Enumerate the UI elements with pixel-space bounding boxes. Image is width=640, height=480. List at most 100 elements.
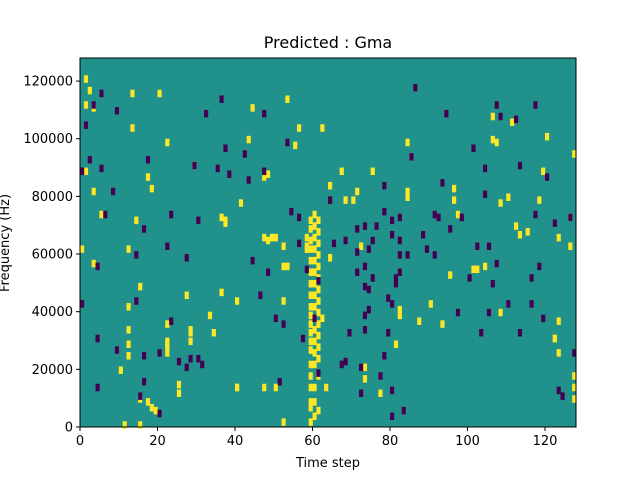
heatmap-cell-high	[498, 308, 503, 317]
heatmap-cell-low	[281, 320, 286, 328]
heatmap-cell-high	[138, 421, 143, 429]
heatmap-cell-low	[285, 138, 290, 147]
heatmap-cell-high	[316, 216, 321, 225]
heatmap-cell-low	[169, 210, 174, 219]
heatmap-cell-low	[432, 210, 437, 219]
heatmap-cell-high	[145, 173, 151, 181]
heatmap-cell-high	[490, 112, 495, 121]
y-axis: 0 20000 40000 60000 80000 100000 120000	[23, 75, 80, 436]
heatmap-cell-low	[386, 294, 391, 302]
heatmap-cell-low	[393, 279, 399, 288]
heatmap-cell-low	[486, 242, 492, 250]
heatmap-cell-high	[448, 271, 453, 279]
heatmap-cell-high	[308, 256, 313, 265]
heatmap-cell-low	[184, 254, 189, 262]
heatmap-cell-high	[312, 222, 317, 230]
heatmap-cell-high	[343, 196, 348, 204]
x-axis-label: Time step	[295, 456, 360, 471]
heatmap-cell-low	[165, 242, 170, 250]
heatmap-cell-low	[114, 346, 120, 354]
heatmap-cell-low	[382, 207, 387, 216]
heatmap-cell-low	[401, 406, 406, 415]
heatmap-cell-low	[204, 109, 209, 118]
heatmap-cell-high	[308, 268, 313, 276]
heatmap-cell-low	[455, 308, 461, 317]
heatmap-cell-low	[471, 144, 476, 152]
heatmap-cell-low	[134, 251, 139, 259]
heatmap-cell-low	[552, 219, 557, 227]
heatmap-cell-high	[250, 104, 255, 112]
heatmap-cell-low	[297, 239, 302, 248]
heatmap-cell-high	[308, 398, 313, 406]
heatmap-cell-low	[506, 300, 511, 308]
heatmap-cell-low	[343, 236, 348, 245]
heatmap-cell-high	[80, 245, 85, 253]
heatmap-cell-high	[490, 135, 495, 144]
heatmap-cell-high	[397, 311, 402, 320]
heatmap-cell-low	[87, 156, 92, 164]
heatmap-cell-high	[238, 199, 244, 207]
heatmap-cell-high	[211, 328, 216, 337]
heatmap-cell-low	[572, 349, 577, 357]
heatmap-cell-low	[196, 354, 201, 363]
heatmap-cell-high	[405, 138, 410, 147]
heatmap-cell-low	[514, 115, 519, 124]
heatmap-cell-high	[545, 132, 550, 141]
heatmap-cell-low	[246, 176, 251, 184]
heatmap-cell-high	[262, 173, 267, 181]
x-tick-label: 80	[382, 434, 399, 449]
heatmap-cell-high	[138, 282, 143, 291]
heatmap-cell-high	[281, 262, 286, 271]
heatmap-cell-low	[95, 383, 100, 392]
heatmap-cell-low	[316, 277, 321, 285]
heatmap-cell-high	[308, 225, 313, 233]
heatmap-cell-high	[556, 317, 561, 325]
heatmap-cell-high	[273, 383, 278, 392]
heatmap-cell-low	[498, 112, 503, 121]
heatmap-cell-low	[390, 216, 395, 225]
heatmap-cell-low	[91, 101, 96, 109]
heatmap-cells	[80, 75, 577, 429]
plot-area	[79, 57, 577, 429]
heatmap-cell-low	[421, 230, 426, 239]
heatmap-cell-low	[192, 161, 197, 170]
x-tick-label: 100	[455, 434, 480, 449]
heatmap-cell-high	[126, 352, 131, 360]
heatmap-cell-low	[370, 274, 375, 282]
heatmap-cell-high	[312, 256, 317, 265]
heatmap-cell-low	[382, 352, 387, 360]
x-axis: 0 20 40 60 80 100 120	[76, 427, 557, 449]
heatmap-cell-low	[397, 236, 402, 245]
heatmap-cell-low	[339, 360, 344, 369]
heatmap-cell-high	[149, 403, 154, 412]
heatmap-cell-low	[169, 317, 174, 325]
heatmap-cell-high	[281, 297, 286, 305]
heatmap-cell-high	[281, 418, 286, 426]
heatmap-cell-high	[308, 383, 313, 392]
heatmap-cell-high	[312, 210, 317, 219]
heatmap-cell-low	[494, 101, 499, 109]
heatmap-cell-low	[223, 144, 228, 152]
heatmap-cell-low	[258, 291, 263, 300]
heatmap-cell-low	[250, 256, 255, 265]
heatmap-cell-low	[312, 314, 317, 323]
plot-frame	[79, 57, 577, 428]
heatmap-cell-low	[142, 225, 147, 233]
heatmap-cell-high	[316, 297, 321, 305]
heatmap-cell-high	[308, 291, 313, 300]
heatmap-cell-high	[308, 403, 313, 412]
heatmap-cell-high	[308, 320, 313, 328]
heatmap-cell-high	[312, 233, 317, 242]
heatmap-cell-high	[316, 354, 321, 363]
heatmap-cell-low	[467, 274, 472, 282]
heatmap-cell-low	[355, 225, 360, 233]
heatmap-cell-high	[122, 421, 127, 429]
heatmap-cell-high	[316, 331, 321, 340]
heatmap-cell-high	[269, 233, 275, 242]
heatmap-cell-high	[312, 383, 317, 392]
heatmap-cell-high	[316, 228, 321, 236]
heatmap-cell-high	[498, 199, 503, 207]
heatmap-cell-low	[486, 308, 492, 317]
heatmap-cell-high	[452, 184, 457, 193]
heatmap-cell-high	[188, 326, 193, 334]
